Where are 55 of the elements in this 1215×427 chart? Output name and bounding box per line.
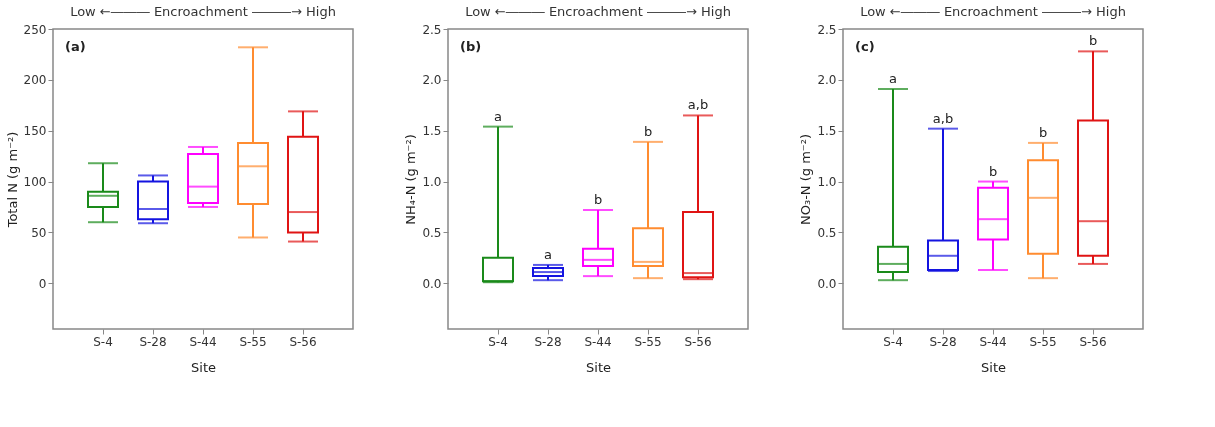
x-tick-label: S-4 bbox=[883, 334, 903, 349]
x-tick-label: S-55 bbox=[239, 334, 267, 349]
x-tick-label: S-28 bbox=[534, 334, 562, 349]
annotation: (a) bbox=[65, 39, 86, 54]
x-axis-title: Site bbox=[981, 359, 1006, 375]
x-tick-label: S-56 bbox=[1079, 334, 1107, 349]
y-tick-label: 0 bbox=[38, 276, 47, 291]
annotation: b bbox=[988, 163, 998, 179]
annotation: (b) bbox=[460, 39, 482, 54]
y-tick-label: 1.0 bbox=[817, 175, 837, 190]
x-tick-label: S-56 bbox=[684, 334, 712, 349]
x-tick-label: S-44 bbox=[584, 334, 612, 349]
y-tick-label: 100 bbox=[23, 175, 47, 190]
y-tick-label: 0.5 bbox=[817, 225, 837, 240]
y-tick-label: 2.5 bbox=[422, 22, 442, 37]
chart-title: Low ←――― Encroachment ―――→ High bbox=[465, 4, 731, 19]
x-tick-label: S-56 bbox=[289, 334, 317, 349]
y-tick-label: 1.5 bbox=[422, 124, 442, 139]
annotation: b bbox=[1038, 124, 1048, 140]
y-tick-label: 2.0 bbox=[817, 73, 837, 88]
y-tick-label: 1.5 bbox=[817, 124, 837, 139]
y-axis-title: NO₃-N (g m⁻²) bbox=[798, 134, 814, 225]
x-axis-title: Site bbox=[586, 359, 611, 375]
annotation: a bbox=[544, 246, 552, 262]
y-tick-label: 0.0 bbox=[817, 276, 837, 291]
y-axis-title: NH₄-N (g m⁻²) bbox=[403, 134, 419, 225]
x-tick-label: S-55 bbox=[634, 334, 662, 349]
y-tick-label: 150 bbox=[23, 124, 47, 139]
chart-title: Low ←――― Encroachment ―――→ High bbox=[860, 4, 1126, 19]
annotation: b bbox=[643, 123, 653, 139]
x-tick-label: S-28 bbox=[139, 334, 167, 349]
y-tick-label: 2.5 bbox=[817, 22, 837, 37]
annotation: (c) bbox=[855, 39, 875, 54]
x-axis-title: Site bbox=[191, 359, 216, 375]
x-tick-label: S-4 bbox=[93, 334, 113, 349]
annotation: b bbox=[1088, 33, 1098, 49]
chart-title: Low ←――― Encroachment ―――→ High bbox=[70, 4, 336, 19]
x-tick-label: S-4 bbox=[488, 334, 508, 349]
y-tick-label: 0.0 bbox=[422, 276, 442, 291]
x-tick-label: S-44 bbox=[979, 334, 1007, 349]
y-tick-label: 250 bbox=[23, 22, 47, 37]
y-tick-label: 0.5 bbox=[422, 225, 442, 240]
annotation: a,b bbox=[932, 110, 954, 126]
y-axis-title: Total N (g m⁻²) bbox=[4, 131, 20, 229]
annotation: a bbox=[889, 71, 897, 86]
y-tick-label: 200 bbox=[23, 73, 47, 88]
x-tick-label: S-55 bbox=[1029, 334, 1057, 349]
y-tick-label: 50 bbox=[31, 225, 47, 240]
annotation: a,b bbox=[687, 97, 709, 113]
x-tick-label: S-44 bbox=[189, 334, 217, 349]
annotation: b bbox=[593, 192, 603, 208]
y-tick-label: 1.0 bbox=[422, 175, 442, 190]
x-tick-label: S-28 bbox=[929, 334, 957, 349]
annotation: a bbox=[494, 108, 502, 124]
y-tick-label: 2.0 bbox=[422, 73, 442, 88]
